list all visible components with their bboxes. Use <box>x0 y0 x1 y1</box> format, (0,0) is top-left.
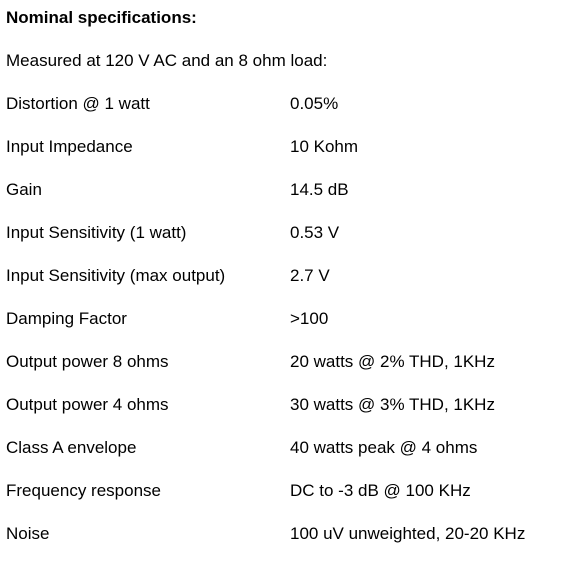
spec-row-class-a-envelope: Class A envelope 40 watts peak @ 4 ohms <box>0 438 561 481</box>
spec-row-gain: Gain 14.5 dB <box>0 180 561 223</box>
spec-label: Input Impedance <box>6 137 133 156</box>
spec-row-output-power-8-ohms: Output power 8 ohms 20 watts @ 2% THD, 1… <box>0 352 561 395</box>
spec-list: Distortion @ 1 watt 0.05% Input Impedanc… <box>0 94 561 567</box>
spec-row-damping-factor: Damping Factor >100 <box>0 309 561 352</box>
spec-row-frequency-response: Frequency response DC to -3 dB @ 100 KHz <box>0 481 561 524</box>
spec-label: Distortion @ 1 watt <box>6 94 150 113</box>
spec-row-input-impedance: Input Impedance 10 Kohm <box>0 137 561 180</box>
spec-label: Frequency response <box>6 481 161 500</box>
spec-row-input-sensitivity-1w: Input Sensitivity (1 watt) 0.53 V <box>0 223 561 266</box>
spec-row-distortion: Distortion @ 1 watt 0.05% <box>0 94 561 137</box>
measurement-conditions: Measured at 120 V AC and an 8 ohm load: <box>6 51 328 70</box>
spec-value: 14.5 dB <box>290 180 349 199</box>
spec-value: 30 watts @ 3% THD, 1KHz <box>290 395 495 414</box>
spec-label: Class A envelope <box>6 438 137 457</box>
spec-label: Gain <box>6 180 42 199</box>
section-heading: Nominal specifications: <box>6 8 197 27</box>
spec-value: 100 uV unweighted, 20-20 KHz <box>290 524 526 543</box>
spec-value: 40 watts peak @ 4 ohms <box>290 438 478 457</box>
spec-row-output-power-4-ohms: Output power 4 ohms 30 watts @ 3% THD, 1… <box>0 395 561 438</box>
spec-value: >100 <box>290 309 329 328</box>
spec-label: Input Sensitivity (1 watt) <box>6 223 187 242</box>
spec-value: 20 watts @ 2% THD, 1KHz <box>290 352 495 371</box>
spec-label: Noise <box>6 524 50 543</box>
spec-value: DC to -3 dB @ 100 KHz <box>290 481 471 500</box>
spec-label: Output power 4 ohms <box>6 395 169 414</box>
spec-label: Input Sensitivity (max output) <box>6 266 226 285</box>
spec-row-input-sensitivity-max: Input Sensitivity (max output) 2.7 V <box>0 266 561 309</box>
spec-value: 2.7 V <box>290 266 330 285</box>
spec-value: 0.53 V <box>290 223 340 242</box>
spec-label: Output power 8 ohms <box>6 352 169 371</box>
spec-value: 0.05% <box>290 94 339 113</box>
spec-value: 10 Kohm <box>290 137 359 156</box>
spec-label: Damping Factor <box>6 309 127 328</box>
spec-row-noise: Noise 100 uV unweighted, 20-20 KHz <box>0 524 561 567</box>
